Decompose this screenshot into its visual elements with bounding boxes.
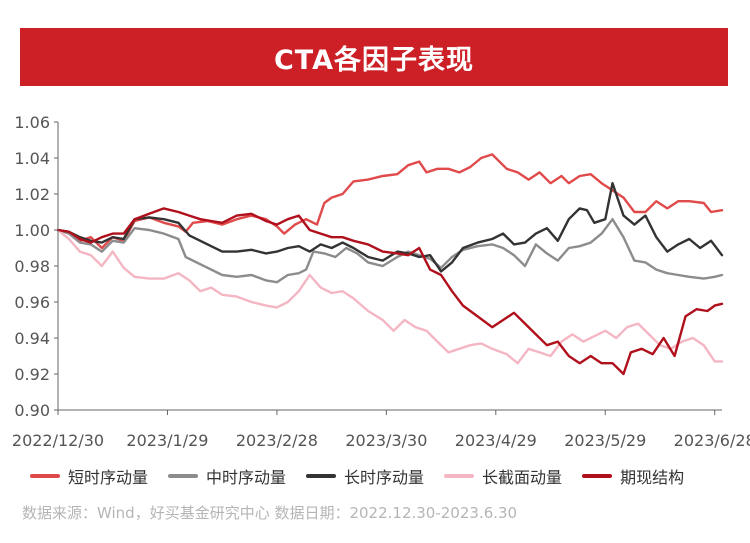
legend-label: 长时序动量 [344,468,425,487]
legend-label: 长截面动量 [482,468,563,487]
legend-label: 期现结构 [620,468,685,487]
legend: 短时序动量 中时序动量 长时序动量 长截面动量 期现结构 [30,464,730,488]
legend-label: 短时序动量 [68,468,149,487]
legend-item: 中时序动量 [168,464,286,488]
y-tick-label: 0.92 [14,365,50,384]
x-tick-label: 2023/1/29 [126,431,208,450]
x-tick-label: 2023/2/28 [236,431,318,450]
y-tick-label: 0.94 [14,329,50,348]
x-tick-label: 2023/3/30 [345,431,427,450]
legend-item: 短时序动量 [30,464,148,488]
y-tick-label: 0.96 [14,293,50,312]
series-line-5 [56,207,724,376]
legend-swatch [168,474,199,478]
axes [57,122,722,411]
title-banner: CTA各因子表现 [20,28,728,86]
legend-item: 期现结构 [582,464,684,488]
x-tick-label: 2023/5/29 [564,431,646,450]
x-tick-label: 2023/6/28 [674,431,750,450]
chart-title: CTA各因子表现 [273,44,475,76]
source-note: 数据来源：Wind，好买基金研究中心 数据日期：2022.12.30-2023.… [22,504,518,522]
y-tick-label: 0.90 [14,401,50,420]
series-line-4 [56,228,724,365]
x-tick-label: 2022/12/30 [12,431,104,450]
x-tick-label: 2023/4/29 [455,431,537,450]
y-tick-label: 1.00 [14,221,50,240]
legend-swatch [306,474,337,478]
y-tick-label: 1.06 [14,113,50,132]
legend-swatch [582,474,613,478]
legend-item: 长时序动量 [306,464,424,488]
series-line-2 [56,217,724,284]
x-axis-ticks: 2022/12/30 2023/1/29 2023/2/28 2023/3/30 202… [12,410,750,450]
y-tick-label: 0.98 [14,257,50,276]
y-axis-ticks: 0.90 0.92 0.94 0.96 0.98 1.00 1.02 1.04 1.06 [14,113,58,420]
y-tick-label: 1.02 [14,185,50,204]
legend-swatch [30,474,60,478]
y-tick-label: 1.04 [14,149,50,168]
series-lines [56,153,724,376]
legend-label: 中时序动量 [206,468,287,487]
legend-item: 长截面动量 [444,464,562,488]
series-line-3 [56,181,724,273]
legend-swatch [444,474,475,478]
